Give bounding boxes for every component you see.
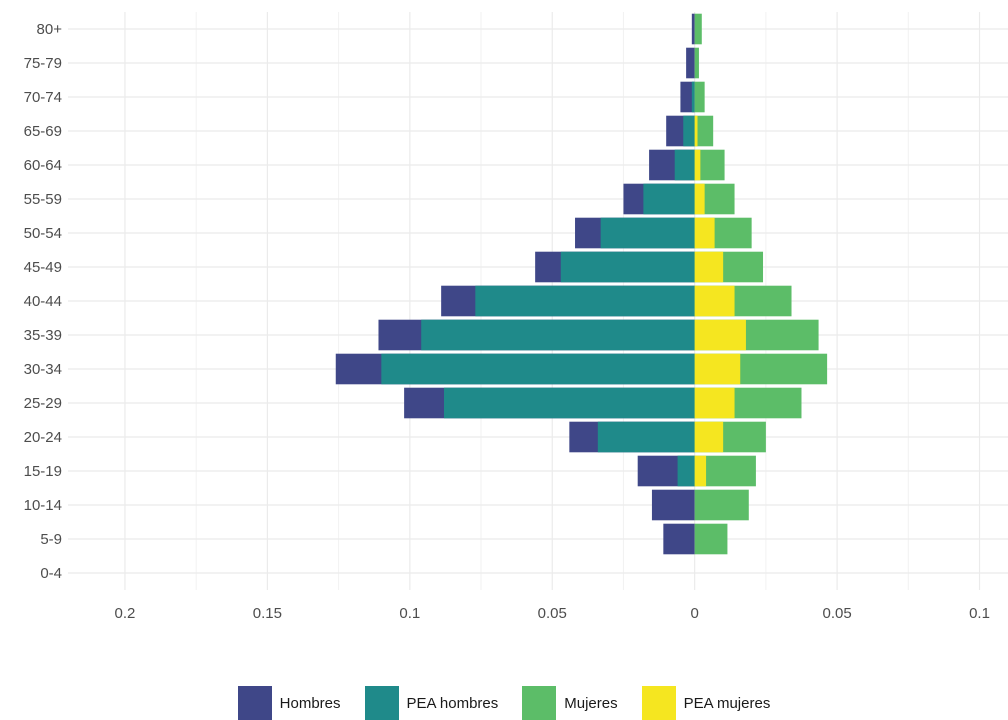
bar-pea-hombres-20-24	[597, 421, 695, 453]
bar-hombres-75-79	[686, 47, 695, 79]
bar-pea-hombres-15-19	[677, 455, 695, 487]
bar-mujeres-70-74	[694, 81, 705, 113]
bar-hombres-5-9	[663, 523, 695, 555]
y-tick-label: 0-4	[40, 565, 62, 582]
y-tick-label: 80+	[37, 21, 63, 38]
bar-hombres-10-14	[651, 489, 695, 521]
x-tick-label: 0.1	[969, 605, 990, 622]
y-tick-label: 60-64	[24, 157, 62, 174]
y-tick-label: 55-59	[24, 191, 62, 208]
bar-pea-hombres-45-49	[560, 251, 695, 283]
bar-hombres-80+	[691, 13, 695, 45]
y-tick-label: 45-49	[24, 259, 62, 276]
x-tick-label: 0	[690, 605, 698, 622]
y-tick-label: 10-14	[24, 497, 62, 514]
y-tick-label: 5-9	[40, 531, 62, 548]
legend-swatch-pea-hombres	[364, 686, 399, 720]
bar-mujeres-75-79	[694, 47, 699, 79]
legend-item-hombres: Hombres	[237, 686, 341, 720]
legend-item-pea-hombres: PEA hombres	[364, 686, 499, 720]
legend-swatch-pea-mujeres	[641, 686, 676, 720]
y-tick-label: 75-79	[24, 55, 62, 72]
bar-mujeres-5-9	[694, 523, 728, 555]
bar-hombres-70-74	[680, 81, 695, 113]
bar-pea-mujeres-45-49	[694, 251, 724, 283]
y-tick-label: 70-74	[24, 89, 62, 106]
y-tick-label: 25-29	[24, 395, 62, 412]
bar-mujeres-65-69	[694, 115, 714, 147]
bar-pea-mujeres-30-34	[694, 353, 741, 385]
population-pyramid-chart: 0-4 5-9 10-14 15-19 20-24 25-29 30-34 35-39 40-4…	[24, 12, 1008, 622]
bar-mujeres-80+	[694, 13, 702, 45]
legend-label-pea-mujeres: PEA mujeres	[683, 694, 771, 712]
legend-label-hombres: Hombres	[279, 694, 341, 712]
bar-pea-hombres-35-39	[421, 319, 695, 351]
bar-pea-mujeres-55-59	[694, 183, 705, 215]
legend-label-mujeres: Mujeres	[564, 694, 618, 712]
bar-pea-hombres-50-54	[600, 217, 695, 249]
y-tick-label: 40-44	[24, 293, 62, 310]
bar-pea-hombres-55-59	[643, 183, 695, 215]
y-tick-label: 65-69	[24, 123, 62, 140]
legend-item-mujeres: Mujeres	[522, 686, 618, 720]
x-tick-label: 0.15	[253, 605, 282, 622]
y-tick-label: 35-39	[24, 327, 62, 344]
bar-pea-hombres-70-74	[691, 81, 695, 113]
y-tick-label: 20-24	[24, 429, 62, 446]
bar-pea-mujeres-35-39	[694, 319, 746, 351]
bar-pea-mujeres-15-19	[694, 455, 707, 487]
bar-pea-hombres-30-34	[381, 353, 695, 385]
chart-legend: Hombres PEA hombres Mujeres PEA mujeres	[0, 686, 1008, 720]
x-tick-label: 0.05	[538, 605, 567, 622]
legend-item-pea-mujeres: PEA mujeres	[641, 686, 771, 720]
bar-pea-hombres-65-69	[683, 115, 695, 147]
x-tick-label: 0.1	[399, 605, 420, 622]
bar-mujeres-10-14	[694, 489, 749, 521]
bar-pea-hombres-60-64	[674, 149, 695, 181]
y-tick-label: 15-19	[24, 463, 62, 480]
bar-pea-mujeres-40-44	[694, 285, 735, 317]
bar-pea-hombres-40-44	[475, 285, 695, 317]
y-tick-label: 50-54	[24, 225, 62, 242]
bar-pea-mujeres-65-69	[694, 115, 698, 147]
bar-pea-hombres-25-29	[444, 387, 695, 419]
bar-pea-mujeres-20-24	[694, 421, 724, 453]
legend-swatch-mujeres	[522, 686, 557, 720]
y-tick-label: 30-34	[24, 361, 62, 378]
bar-pea-mujeres-50-54	[694, 217, 715, 249]
legend-swatch-hombres	[237, 686, 272, 720]
legend-label-pea-hombres: PEA hombres	[406, 694, 499, 712]
bar-pea-mujeres-25-29	[694, 387, 735, 419]
x-tick-label: 0.2	[115, 605, 136, 622]
bar-pea-mujeres-60-64	[694, 149, 701, 181]
x-tick-label: 0.05	[822, 605, 851, 622]
